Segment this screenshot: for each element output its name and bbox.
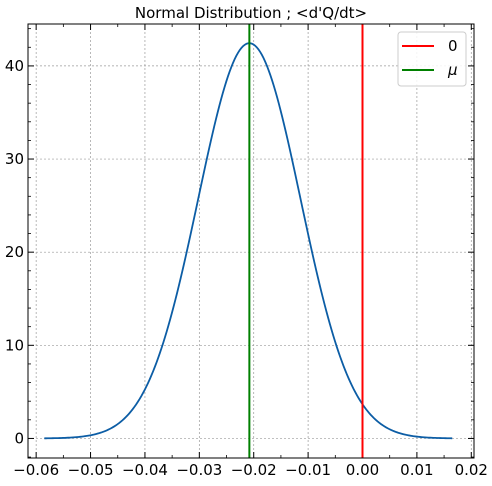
chart-title: Normal Distribution ; <d'Q/dt>: [135, 4, 367, 22]
axis-ticks: [28, 24, 474, 458]
y-tick-label: 0: [14, 429, 24, 447]
grid: [28, 24, 474, 458]
x-tick-label: −0.01: [285, 461, 331, 479]
y-tick-label: 20: [5, 243, 24, 261]
x-tick-label: 0.00: [346, 461, 379, 479]
x-tick-label: −0.03: [176, 461, 222, 479]
legend-label: μ: [447, 61, 458, 79]
legend: 0μ: [397, 31, 467, 87]
y-tick-label: 10: [5, 336, 24, 354]
normal-curve-line: [44, 42, 453, 440]
x-tick-label: −0.06: [13, 461, 59, 479]
x-tick-label: −0.05: [68, 461, 114, 479]
y-tick-label: 30: [5, 150, 24, 168]
plot-area: [44, 24, 453, 458]
x-tick-label: −0.04: [122, 461, 168, 479]
x-tick-label: −0.02: [231, 461, 277, 479]
plot-frame: [27, 23, 475, 459]
x-tick-label: 0.02: [455, 461, 488, 479]
y-tick-label: 40: [5, 57, 24, 75]
x-tick-labels: −0.06 −0.05 −0.04 −0.03 −0.02 −0.01 0.00 0.01 0.…: [13, 461, 488, 479]
legend-label: 0: [448, 37, 458, 55]
y-tick-labels: 0 10 20 30 40: [5, 57, 24, 448]
x-tick-label: 0.01: [400, 461, 433, 479]
